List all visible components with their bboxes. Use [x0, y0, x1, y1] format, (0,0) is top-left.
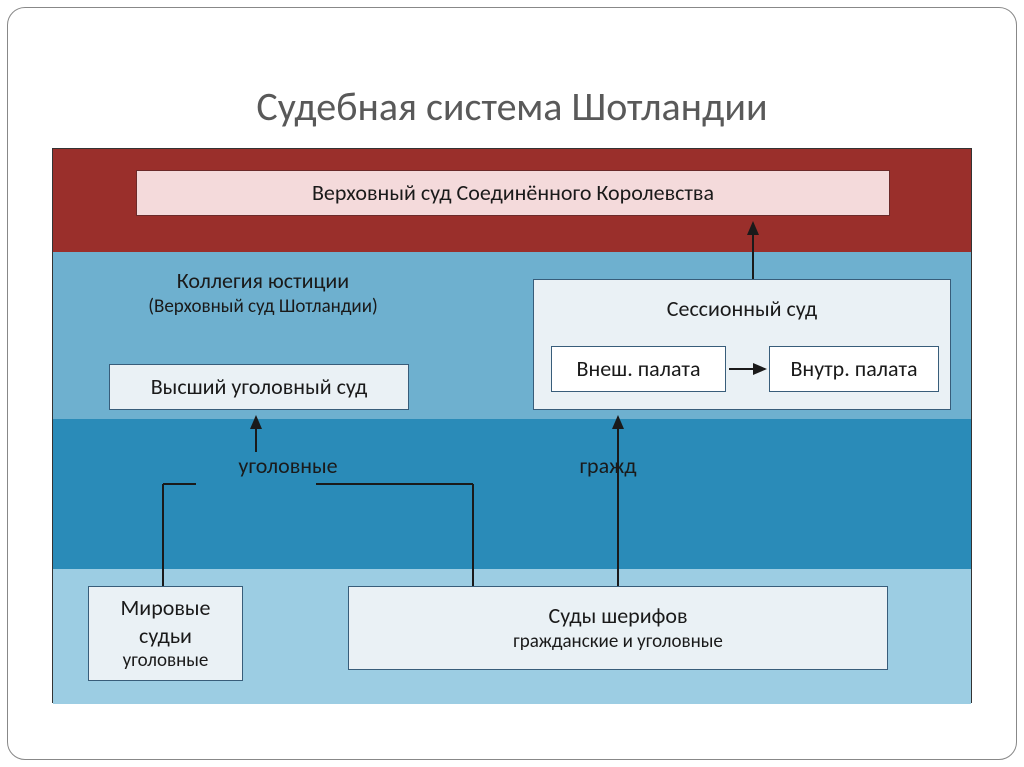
page-title: Судебная система Шотландии — [0, 82, 1024, 131]
box-high_criminal: Высший уголовный суд — [109, 364, 409, 410]
label-civil-text: гражд — [579, 452, 636, 479]
box-inner_chamber: Внутр. палата — [769, 346, 939, 392]
box-inner_chamber-label: Внутр. палата — [790, 355, 917, 383]
box-sheriff: Суды шерифовгражданские и уголовные — [348, 586, 888, 670]
label-college-line-0: Коллегия юстиции — [113, 267, 413, 295]
label-criminal-text: уголовные — [238, 452, 337, 479]
box-supreme_uk-label: Верховный суд Соединённого Королевства — [312, 179, 714, 207]
box-sheriff-sub: гражданские и уголовные — [513, 630, 723, 654]
box-magistrates: Мировыесудьиуголовные — [88, 586, 243, 681]
box-magistrates-line-0: Мировые — [121, 594, 211, 622]
label-college-sub: (Верховный суд Шотландии) — [113, 295, 413, 319]
diagram-container: Верховный суд Соединённого Королевства Се… — [52, 148, 972, 703]
box-outer_chamber-label: Внеш. палата — [577, 355, 701, 383]
box-outer_chamber: Внеш. палата — [551, 346, 726, 392]
box-magistrates-sub: уголовные — [123, 649, 209, 673]
box-supreme_uk: Верховный суд Соединённого Королевства — [136, 170, 890, 216]
label-civil: гражд — [543, 452, 673, 480]
label-college: Коллегия юстиции(Верховный суд Шотландии… — [113, 267, 413, 318]
box-high_criminal-label: Высший уголовный суд — [151, 373, 368, 401]
box-session_court-label: Сессионный суд — [667, 295, 817, 323]
band-mid2 — [53, 419, 971, 569]
box-magistrates-line-1: судьи — [139, 622, 192, 650]
box-sheriff-line-0: Суды шерифов — [548, 602, 687, 630]
label-criminal: уголовные — [188, 452, 388, 480]
